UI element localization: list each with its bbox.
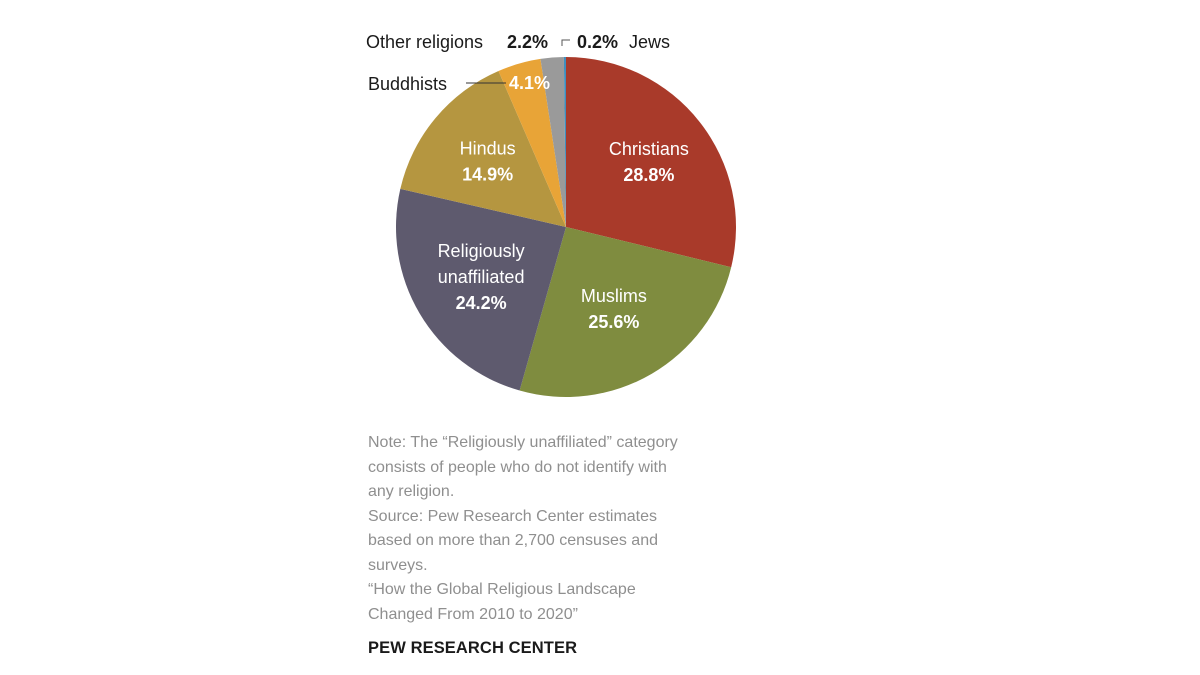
pie-slices [395, 56, 737, 397]
jews-label: Jews [629, 32, 670, 52]
other-religions-label: Other religions [366, 32, 483, 52]
source-line: Source: Pew Research Center estimates [368, 507, 658, 525]
note-line: consists of people who do not identify w… [368, 458, 667, 476]
note-line: any religion. [368, 483, 455, 500]
buddhists-value: 4.1% [509, 73, 550, 93]
unaffiliated-value: 24.2% [456, 293, 507, 313]
pie-chart: Christians 28.8% Muslims 25.6% Religiously un… [366, 32, 737, 397]
christians-label: Christians [609, 139, 689, 159]
muslims-label: Muslims [581, 286, 647, 306]
muslims-slice [519, 227, 732, 397]
muslims-value: 25.6% [588, 312, 639, 332]
source-line: surveys. [368, 556, 428, 574]
report-title-line: “How the Global Religious Landscape [368, 581, 636, 598]
pew-research-center-credit: PEW RESEARCH CENTER [368, 639, 578, 657]
jews-value: 0.2% [577, 32, 618, 52]
hindus-value: 14.9% [462, 165, 513, 185]
buddhists-slice [498, 58, 566, 228]
christians-slice [566, 57, 737, 268]
hindus-slice [400, 70, 566, 227]
jews-slice [563, 56, 566, 227]
christians-value: 28.8% [623, 165, 674, 185]
chart-note: Note: The “Religiously unaffiliated” cat… [368, 431, 748, 627]
note-line: Note: The “Religiously unaffiliated” cat… [368, 434, 678, 451]
unaffiliated-slice [395, 188, 566, 391]
hindus-label: Hindus [460, 139, 516, 159]
buddhists-label: Buddhists [368, 74, 447, 94]
report-title-line: Changed From 2010 to 2020” [368, 605, 578, 623]
source-line: based on more than 2,700 censuses and [368, 532, 658, 549]
pie-inner-labels: Christians 28.8% Muslims 25.6% Religiously un… [438, 139, 689, 333]
unaffiliated-label: unaffiliated [438, 267, 525, 287]
jews-leader-line [561, 39, 570, 46]
other-religions-value: 2.2% [507, 32, 548, 52]
other-slice [540, 57, 566, 228]
unaffiliated-label: Religiously [438, 241, 525, 261]
